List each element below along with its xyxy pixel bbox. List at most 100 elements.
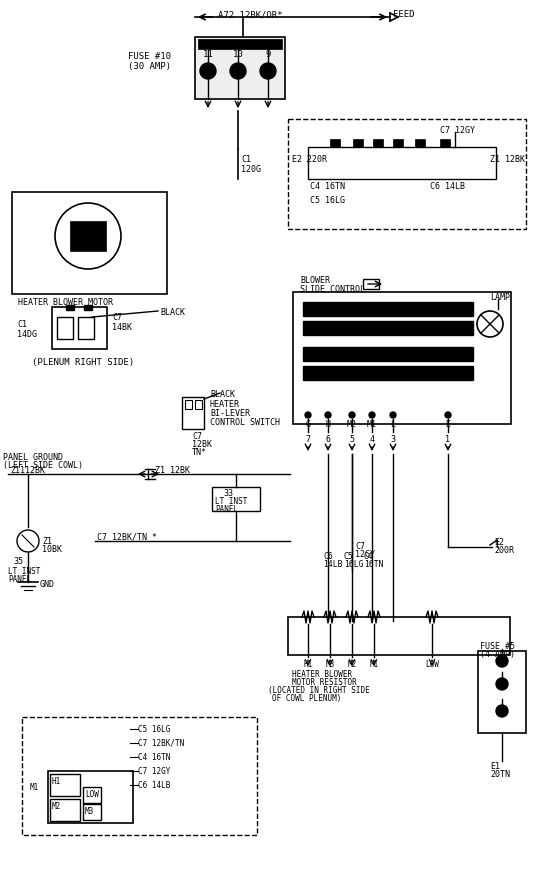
- Bar: [212, 487, 260, 511]
- Text: C4 16TN: C4 16TN: [138, 752, 171, 761]
- Text: 14LB: 14LB: [323, 560, 342, 569]
- Text: GND: GND: [40, 579, 55, 588]
- Text: 5: 5: [349, 434, 354, 443]
- Text: BI-LEVER: BI-LEVER: [210, 409, 250, 417]
- Text: Z1 12BK: Z1 12BK: [155, 466, 190, 475]
- Text: FEED: FEED: [393, 10, 415, 19]
- Text: LT INST: LT INST: [215, 496, 247, 505]
- Circle shape: [496, 655, 508, 667]
- Bar: [22, 717, 257, 835]
- Text: FUSE #5: FUSE #5: [480, 641, 515, 650]
- Circle shape: [200, 64, 216, 80]
- Circle shape: [496, 705, 508, 717]
- Circle shape: [445, 412, 451, 418]
- Circle shape: [325, 412, 331, 418]
- Text: G: G: [306, 419, 310, 428]
- Bar: [363, 280, 379, 290]
- Bar: [478, 651, 526, 733]
- Text: (LEFT SIDE COWL): (LEFT SIDE COWL): [3, 460, 83, 469]
- Text: M3: M3: [85, 806, 94, 815]
- Circle shape: [369, 412, 375, 418]
- Text: 12GY: 12GY: [355, 550, 375, 559]
- Bar: [52, 308, 107, 350]
- Text: M2: M2: [347, 419, 357, 428]
- Text: C5: C5: [344, 552, 354, 561]
- Text: C6: C6: [323, 552, 333, 561]
- Bar: [303, 303, 473, 316]
- Text: Z1112BK: Z1112BK: [10, 466, 45, 475]
- Bar: [66, 306, 74, 310]
- Text: PANEL: PANEL: [8, 574, 31, 584]
- Text: 200R: 200R: [494, 545, 514, 554]
- Bar: [78, 317, 94, 340]
- Text: PANEL: PANEL: [215, 504, 238, 513]
- Text: Z1: Z1: [42, 536, 52, 545]
- Circle shape: [349, 412, 355, 418]
- Bar: [440, 139, 450, 148]
- Text: 12BK: 12BK: [192, 440, 212, 449]
- Bar: [303, 348, 473, 361]
- Text: H1: H1: [52, 776, 61, 785]
- Text: H: H: [326, 419, 330, 428]
- Text: 35: 35: [13, 556, 23, 565]
- Text: E: E: [446, 419, 450, 428]
- Text: 7: 7: [306, 434, 310, 443]
- Bar: [83, 787, 101, 803]
- Bar: [288, 120, 526, 230]
- Text: LT INST: LT INST: [8, 567, 40, 576]
- Text: C4: C4: [364, 552, 374, 561]
- Bar: [12, 193, 167, 295]
- Text: 16LG: 16LG: [344, 560, 363, 569]
- Text: M2: M2: [347, 659, 356, 668]
- Text: E2 220R: E2 220R: [292, 155, 327, 164]
- Text: C7 12GY: C7 12GY: [440, 126, 475, 135]
- Text: A72 12BK/OR*: A72 12BK/OR*: [218, 10, 282, 19]
- Bar: [50, 799, 80, 821]
- Bar: [293, 292, 511, 425]
- Text: LOW: LOW: [85, 789, 99, 798]
- Text: FUSE #10: FUSE #10: [128, 52, 171, 61]
- Text: (LOCATED IN RIGHT SIDE: (LOCATED IN RIGHT SIDE: [268, 685, 370, 695]
- Bar: [198, 40, 282, 50]
- Circle shape: [496, 679, 508, 690]
- Text: C4 16TN: C4 16TN: [310, 181, 345, 190]
- Bar: [373, 139, 383, 148]
- Text: CONTROL SWITCH: CONTROL SWITCH: [210, 417, 280, 426]
- Text: 11: 11: [202, 50, 213, 59]
- Text: C7: C7: [192, 432, 202, 441]
- Text: 10: 10: [233, 50, 244, 59]
- Text: C6 14LB: C6 14LB: [138, 780, 171, 789]
- Text: (30 AMP): (30 AMP): [128, 62, 171, 71]
- Text: M3: M3: [326, 659, 335, 668]
- Bar: [303, 322, 473, 335]
- Text: TN*: TN*: [192, 448, 207, 457]
- Text: 10BK: 10BK: [42, 544, 62, 553]
- Bar: [393, 139, 403, 148]
- Text: C7 12BK/TN: C7 12BK/TN: [138, 738, 184, 747]
- Text: HEATER: HEATER: [210, 400, 240, 409]
- Text: 20TN: 20TN: [490, 769, 510, 778]
- Text: (4 AMP): (4 AMP): [480, 649, 515, 658]
- Text: 9: 9: [265, 50, 271, 59]
- Bar: [48, 772, 133, 823]
- Text: PANEL GROUND: PANEL GROUND: [3, 452, 63, 461]
- Text: M1: M1: [369, 659, 379, 668]
- Text: C7 12BK/TN *: C7 12BK/TN *: [97, 531, 157, 540]
- Text: C5 16LG: C5 16LG: [138, 724, 171, 733]
- Text: HEATER BLOWER: HEATER BLOWER: [292, 670, 352, 679]
- Text: Z1 12BK: Z1 12BK: [490, 155, 525, 164]
- Text: H1: H1: [303, 659, 313, 668]
- Text: (PLENUM RIGHT SIDE): (PLENUM RIGHT SIDE): [32, 358, 134, 367]
- Circle shape: [260, 64, 276, 80]
- Text: BLACK: BLACK: [160, 308, 185, 316]
- Text: L: L: [390, 419, 395, 428]
- Text: M1: M1: [30, 782, 39, 791]
- Text: SLIDE CONTROL: SLIDE CONTROL: [300, 284, 365, 293]
- Text: OF COWL PLENUM): OF COWL PLENUM): [272, 693, 341, 702]
- Text: BLACK: BLACK: [210, 390, 235, 399]
- Text: E2: E2: [494, 537, 504, 546]
- Text: LOW: LOW: [425, 659, 439, 668]
- Text: MOTOR RESISTOR: MOTOR RESISTOR: [292, 678, 357, 687]
- Text: C1
120G: C1 120G: [241, 155, 261, 174]
- Text: LAMP: LAMP: [490, 292, 510, 301]
